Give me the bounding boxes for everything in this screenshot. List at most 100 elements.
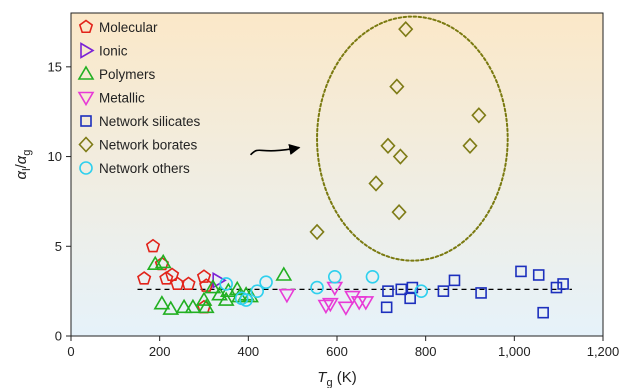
data-point	[164, 267, 180, 282]
x-axis-label-sub: g	[326, 377, 332, 388]
data-point	[317, 299, 335, 315]
y-axis-label: αl/αg	[13, 150, 33, 180]
legend-label: Network others	[99, 161, 190, 176]
highlight-ellipse	[316, 15, 509, 262]
legend-label: Polymers	[99, 67, 156, 82]
data-point	[532, 269, 545, 281]
x-axis-ticks: 0 200 400 600 800 1,000 1,200	[67, 336, 619, 359]
legend-item: Network others	[79, 161, 190, 176]
y-axis-ticks: 0 5 10 15	[48, 59, 71, 344]
data-point	[448, 274, 461, 287]
data-point	[437, 285, 450, 297]
data-point	[337, 301, 355, 316]
data-point	[395, 283, 408, 296]
data-point	[153, 295, 171, 310]
data-point	[557, 278, 569, 290]
data-point	[217, 291, 235, 306]
legend-item: Polymers	[77, 65, 156, 82]
data-point	[181, 276, 196, 291]
data-point	[278, 288, 296, 304]
data-point	[137, 271, 152, 285]
y-axis-label-sub2: g	[21, 150, 33, 156]
y-axis-label-alpha1: α	[13, 170, 30, 179]
data-point	[219, 277, 233, 291]
data-point	[537, 306, 549, 319]
legend-marker	[78, 19, 94, 34]
legend: Molecular Ionic Polymers Metallic Network si…	[77, 19, 201, 176]
legend-label: Ionic	[99, 44, 128, 59]
x-tick-label: 0	[67, 344, 74, 359]
data-point	[380, 301, 393, 314]
data-point	[175, 298, 193, 314]
legend-label: Metallic	[99, 91, 145, 106]
annotation-arrow	[249, 143, 301, 156]
legend-marker	[79, 161, 93, 175]
y-tick-label: 10	[48, 149, 62, 164]
data-point	[471, 107, 487, 124]
legend-marker	[80, 115, 92, 127]
data-point	[259, 275, 273, 289]
data-point	[162, 300, 180, 315]
data-point	[154, 253, 172, 269]
data-point	[196, 269, 212, 283]
y-axis-label-sub1: l	[21, 168, 33, 170]
legend-item: Molecular	[78, 19, 158, 35]
legend-marker	[77, 65, 95, 80]
x-tick-label: 200	[149, 344, 171, 359]
data-point	[327, 269, 342, 284]
data-point	[321, 297, 339, 313]
data-point	[391, 204, 407, 221]
legend-label: Network borates	[99, 138, 198, 153]
x-tick-label: 1,000	[498, 344, 531, 359]
legend-item: Network borates	[78, 136, 198, 153]
series-network-silicates	[380, 265, 569, 319]
data-point	[275, 266, 293, 281]
data-marks	[137, 20, 569, 319]
data-point	[184, 298, 202, 314]
data-point	[204, 278, 222, 294]
annotations	[249, 15, 509, 262]
series-network-borates	[309, 20, 487, 241]
y-axis-label-slash: /	[13, 163, 30, 168]
x-axis-label-main: T	[317, 369, 328, 386]
data-point	[239, 293, 253, 307]
y-axis-label-alpha2: α	[13, 155, 30, 164]
x-tick-label: 600	[326, 344, 348, 359]
legend-label: Molecular	[99, 20, 158, 35]
data-point	[389, 78, 405, 95]
x-axis-label-unit: (K)	[333, 369, 357, 386]
data-point	[365, 269, 380, 284]
x-axis-label: Tg (K)	[317, 369, 356, 388]
x-tick-label: 400	[237, 344, 259, 359]
data-point	[237, 286, 255, 301]
legend-label: Network silicates	[99, 114, 201, 129]
data-point	[159, 271, 174, 285]
legend-item: Metallic	[77, 91, 145, 107]
data-point	[145, 238, 161, 253]
legend-marker	[78, 136, 94, 153]
data-point	[310, 280, 324, 295]
legend-item: Ionic	[80, 42, 128, 59]
y-tick-label: 5	[55, 239, 62, 254]
y-tick-label: 15	[48, 59, 62, 74]
x-tick-label: 800	[415, 344, 437, 359]
data-point	[197, 298, 215, 314]
legend-item: Network silicates	[80, 114, 201, 129]
data-point	[309, 223, 325, 241]
data-point	[515, 265, 527, 278]
x-tick-label: 1,200	[587, 344, 620, 359]
data-point	[368, 175, 384, 192]
series-network-others	[219, 269, 429, 307]
legend-marker	[77, 91, 95, 107]
data-point	[392, 148, 408, 165]
data-point	[380, 137, 396, 154]
data-point	[462, 137, 478, 154]
legend-marker	[80, 42, 95, 59]
data-point	[414, 284, 429, 298]
data-point	[550, 281, 563, 294]
data-point	[382, 285, 394, 297]
data-point	[398, 20, 414, 38]
data-point	[475, 287, 487, 299]
